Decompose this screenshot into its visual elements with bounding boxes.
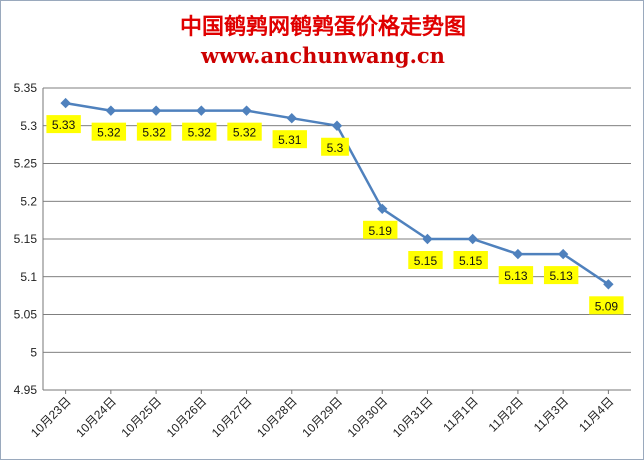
data-point[interactable] <box>286 112 297 124</box>
data-point[interactable] <box>60 97 71 109</box>
data-point[interactable] <box>467 233 478 245</box>
data-label: 5.32 <box>188 126 212 140</box>
x-tick-label: 10月27日 <box>209 394 255 440</box>
y-tick-label: 4.95 <box>14 383 38 397</box>
data-label-box <box>91 122 127 141</box>
y-tick-label: 5.05 <box>14 308 38 322</box>
data-label: 5.19 <box>369 224 393 238</box>
y-tick-label: 5.25 <box>14 157 38 171</box>
y-tick-label: 5.1 <box>20 270 37 284</box>
y-tick-label: 5.2 <box>20 194 37 208</box>
data-label-box <box>136 122 172 141</box>
x-tick-label: 11月3日 <box>531 394 571 434</box>
data-label-box <box>363 220 398 239</box>
data-point[interactable] <box>377 203 388 215</box>
data-label-box <box>46 115 81 134</box>
data-label-box <box>182 122 217 141</box>
y-tick-label: 5.15 <box>14 232 38 246</box>
data-label: 5.31 <box>278 133 302 147</box>
x-tick-label: 10月30日 <box>345 394 391 440</box>
x-tick-label: 11月2日 <box>486 394 526 434</box>
data-label: 5.15 <box>414 254 438 268</box>
data-label-box <box>321 137 349 156</box>
data-label: 5.33 <box>52 118 76 132</box>
x-tick-label: 10月28日 <box>254 394 300 440</box>
x-tick-label: 10月31日 <box>390 394 436 440</box>
x-tick-label: 11月1日 <box>440 394 480 434</box>
x-tick-label: 11月4日 <box>576 394 616 434</box>
data-label-box <box>543 266 579 285</box>
data-label: 5.09 <box>595 299 619 313</box>
data-point[interactable] <box>196 105 207 116</box>
x-tick-label: 10月25日 <box>118 394 164 440</box>
data-label: 5.32 <box>97 126 121 140</box>
x-tick-label: 10月23日 <box>28 394 74 440</box>
data-label: 5.32 <box>233 126 257 140</box>
data-point[interactable] <box>557 248 569 260</box>
data-point[interactable] <box>241 105 252 116</box>
data-label-box <box>498 266 534 285</box>
data-label: 5.32 <box>142 126 166 140</box>
x-tick-label: 10月24日 <box>73 394 119 440</box>
data-point[interactable] <box>512 248 524 260</box>
chart-subtitle: www.anchunwang.cn <box>201 43 445 68</box>
data-label-box <box>589 296 624 315</box>
data-label-box <box>453 251 488 269</box>
y-tick-label: 5 <box>30 345 37 359</box>
y-tick-label: 5.35 <box>14 81 38 95</box>
data-point[interactable] <box>422 233 433 245</box>
data-label: 5.15 <box>459 254 483 268</box>
data-label: 5.3 <box>327 141 344 155</box>
data-point[interactable] <box>603 279 614 290</box>
data-label-box <box>408 251 443 269</box>
chart-title: 中国鹌鹑网鹌鹑蛋价格走势图 <box>179 14 466 40</box>
data-label: 5.13 <box>549 269 573 283</box>
data-point[interactable] <box>105 105 117 116</box>
data-label-box <box>227 122 262 141</box>
data-point[interactable] <box>331 120 343 131</box>
x-tick-label: 10月26日 <box>164 394 210 440</box>
x-tick-label: 10月29日 <box>299 394 345 440</box>
data-label: 5.13 <box>504 269 528 283</box>
data-point[interactable] <box>150 105 162 116</box>
y-tick-label: 5.3 <box>20 119 37 133</box>
data-label-box <box>272 130 307 149</box>
